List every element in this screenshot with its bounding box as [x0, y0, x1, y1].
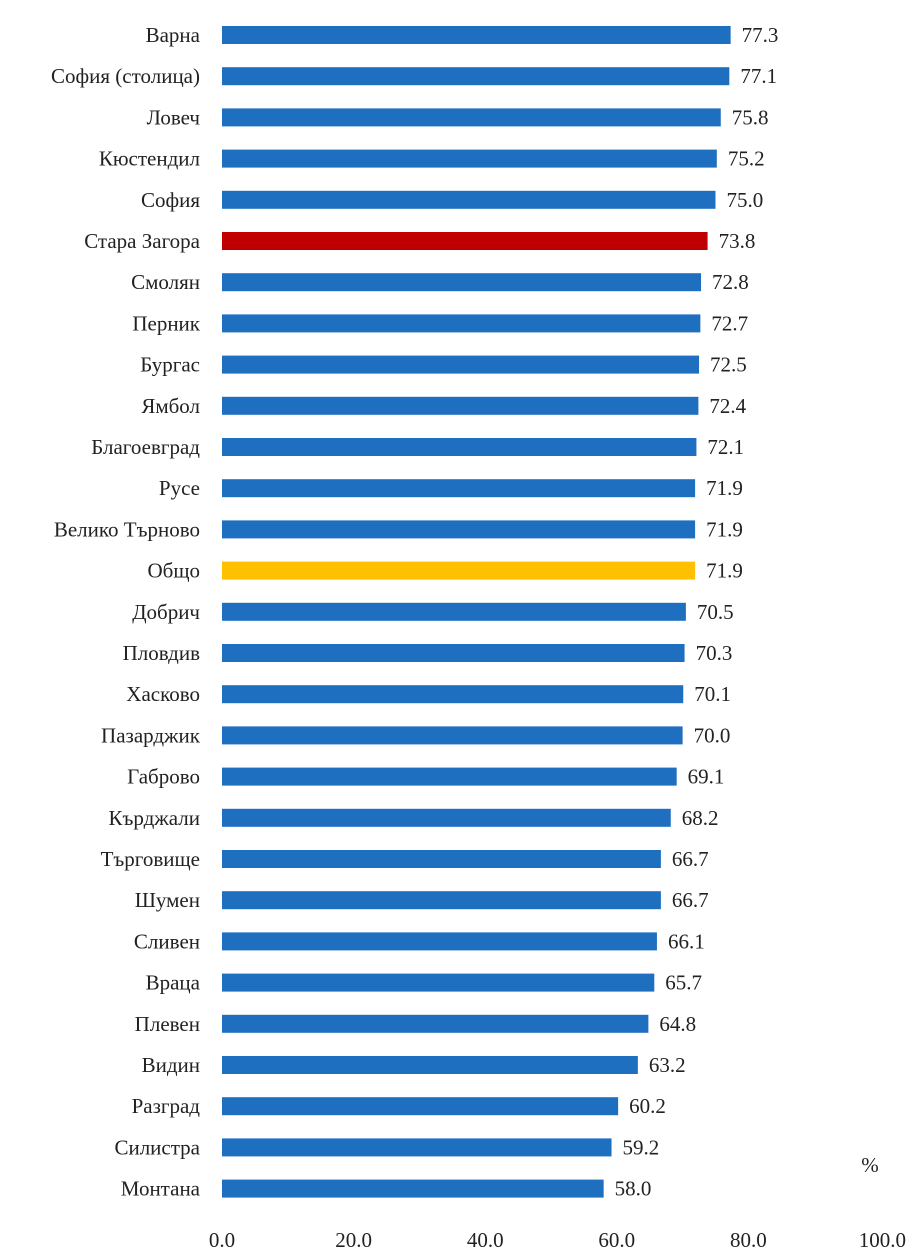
value-label: 70.1	[694, 682, 731, 706]
bar-17	[222, 726, 683, 745]
value-label: 63.2	[649, 1053, 686, 1077]
category-label: Габрово	[127, 765, 200, 789]
category-label: Русе	[159, 476, 200, 500]
category-label: Плевен	[135, 1012, 200, 1036]
category-label: София (столица)	[51, 64, 200, 88]
bar-25	[222, 1056, 638, 1074]
x-tick-label: 100.0	[859, 1228, 906, 1252]
bar-9	[222, 396, 699, 415]
category-labels-group: Варна София (столица) Ловеч Кюстендил София С…	[51, 23, 201, 1201]
bar-13	[222, 561, 696, 580]
value-label: 72.8	[712, 270, 749, 294]
bar-26	[222, 1097, 619, 1116]
x-tick-label: 40.0	[467, 1228, 504, 1252]
unit-label: %	[861, 1153, 879, 1177]
value-label: 72.5	[710, 353, 747, 377]
bar-4	[222, 190, 716, 209]
bar-24	[222, 1014, 649, 1033]
category-label: Монтана	[121, 1177, 201, 1201]
category-label: Разград	[132, 1094, 201, 1118]
bar-18	[222, 767, 677, 786]
category-label: Шумен	[135, 888, 200, 912]
value-label: 65.7	[665, 971, 702, 995]
value-label: 70.3	[696, 641, 733, 665]
bar-28	[222, 1179, 604, 1198]
bar-23	[222, 973, 655, 992]
value-label: 75.0	[727, 188, 764, 212]
category-label: Благоевград	[91, 435, 200, 459]
category-label: Общо	[147, 559, 200, 583]
bar-11	[222, 479, 696, 498]
value-label: 72.7	[711, 311, 748, 335]
x-tick-label: 0.0	[209, 1228, 235, 1252]
value-label: 75.8	[732, 105, 769, 129]
value-label: 68.2	[682, 806, 719, 830]
category-label: Смолян	[131, 270, 200, 294]
value-label: 66.7	[672, 888, 709, 912]
value-label: 58.0	[615, 1177, 652, 1201]
value-label: 77.3	[742, 23, 779, 47]
value-label: 73.8	[719, 229, 756, 253]
category-label: Сливен	[134, 929, 200, 953]
bar-1	[222, 67, 730, 86]
category-label: Видин	[142, 1053, 200, 1077]
value-label: 71.9	[706, 559, 743, 583]
value-label: 69.1	[688, 765, 725, 789]
category-label: Враца	[146, 971, 201, 995]
value-label: 70.0	[694, 723, 731, 747]
x-tick-label: 20.0	[335, 1228, 372, 1252]
value-label: 66.1	[668, 929, 705, 953]
bar-10	[222, 438, 697, 456]
x-tick-label: 60.0	[598, 1228, 635, 1252]
value-label: 64.8	[659, 1012, 696, 1036]
category-label: Ловеч	[147, 105, 201, 129]
bar-15	[222, 644, 685, 662]
category-label: Добрич	[132, 600, 200, 624]
bar-16	[222, 685, 684, 704]
category-label: Велико Търново	[54, 517, 200, 541]
bar-7	[222, 314, 701, 333]
value-label: 70.5	[697, 600, 734, 624]
bar-14	[222, 602, 686, 621]
x-tick-label: 80.0	[730, 1228, 767, 1252]
bar-2	[222, 108, 721, 127]
category-label: Хасково	[126, 682, 200, 706]
bar-6	[222, 273, 702, 292]
category-label: Варна	[146, 23, 201, 47]
value-labels-group: 77.3 77.1 75.8 75.2 75.0 73.8 72.8 72.7 72.5 72.4…	[615, 23, 779, 1201]
bar-22	[222, 932, 657, 951]
bar-12	[222, 520, 696, 539]
category-label: Бургас	[140, 353, 200, 377]
value-label: 66.7	[672, 847, 709, 871]
bar-0	[222, 26, 731, 44]
bar-8	[222, 355, 700, 374]
bar-20	[222, 850, 661, 868]
category-label: Кюстендил	[99, 147, 200, 171]
category-label: Пловдив	[123, 641, 200, 665]
value-label: 71.9	[706, 476, 743, 500]
category-label: София	[141, 188, 200, 212]
bar-5	[222, 232, 708, 250]
category-label: Кърджали	[108, 806, 200, 830]
value-label: 71.9	[706, 517, 743, 541]
bars-group	[222, 26, 731, 1198]
bar-27	[222, 1138, 612, 1157]
bar-19	[222, 808, 671, 827]
category-label: Силистра	[114, 1135, 200, 1159]
category-label: Ямбол	[141, 394, 200, 418]
x-axis-ticks-group: 0.0 20.0 40.0 60.0 80.0 100.0	[209, 1228, 906, 1252]
bar-21	[222, 891, 661, 910]
value-label: 60.2	[629, 1094, 666, 1118]
value-label: 75.2	[728, 147, 765, 171]
bar-3	[222, 149, 717, 168]
value-label: 77.1	[740, 64, 777, 88]
value-label: 72.4	[709, 394, 746, 418]
category-label: Стара Загора	[84, 229, 200, 253]
value-label: 72.1	[707, 435, 744, 459]
category-label: Пазарджик	[101, 723, 201, 747]
value-label: 59.2	[623, 1135, 660, 1159]
category-label: Перник	[132, 311, 200, 335]
category-label: Търговище	[101, 847, 200, 871]
